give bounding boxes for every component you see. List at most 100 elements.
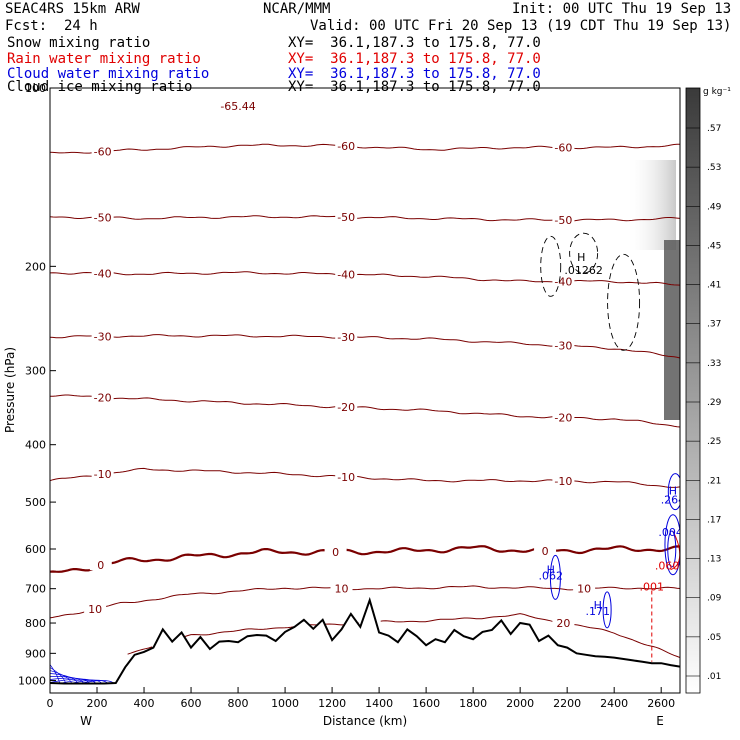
temperature-contour-label: -20 xyxy=(554,411,572,424)
x-tick-label: 400 xyxy=(134,697,155,710)
cloud-water-contour xyxy=(667,530,677,568)
extra-contour-label: .01262 xyxy=(564,264,603,277)
field-xy-cloud-water: XY= 36.1,187.3 to 175.8, 77.0 xyxy=(288,66,541,82)
cloud-water-contour xyxy=(50,678,96,684)
colorbar-tick-label: .13 xyxy=(707,555,721,565)
rain-label: .001 xyxy=(640,581,665,594)
cloud-water-label: .264 xyxy=(661,494,686,507)
field-name-snow: Snow mixing ratio xyxy=(7,35,151,51)
temperature-contour xyxy=(50,215,680,222)
shading-layer xyxy=(626,160,680,420)
y-tick-label: 900 xyxy=(25,647,46,660)
contour-label-bg xyxy=(335,268,358,280)
colorbar-tick-label: .41 xyxy=(707,281,721,291)
contour-label-bg xyxy=(335,331,358,343)
x-tick-label: 1800 xyxy=(459,697,487,710)
colorbar-tick-label: .57 xyxy=(707,124,721,134)
field-xy-snow: XY= 36.1,187.3 to 175.8, 77.0 xyxy=(288,35,541,51)
x-tick-label: 1600 xyxy=(412,697,440,710)
temperature-contour-label: 0 xyxy=(332,546,339,559)
x-tick-label: 1000 xyxy=(271,697,299,710)
colorbar-tick-label: .29 xyxy=(707,398,722,408)
valid-time: Valid: 00 UTC Fri 20 Sep 13 (19 CDT Thu … xyxy=(310,18,732,34)
contour-label-bg xyxy=(89,559,112,571)
cloud-water-label: H xyxy=(669,484,677,497)
contour-label-bg xyxy=(330,582,353,594)
cloud-water-label: H xyxy=(547,564,555,577)
colorbar-tick-label: .25 xyxy=(707,437,721,447)
y-tick-label: 200 xyxy=(25,260,46,273)
cloud-water-contour xyxy=(549,554,561,600)
terrain-line xyxy=(50,596,680,685)
x-tick-label: 1200 xyxy=(318,697,346,710)
temperature-contour xyxy=(50,545,680,573)
field-xy-cloud-ice: XY= 36.1,187.3 to 175.8, 77.0 xyxy=(288,79,541,95)
x-tick-label: 200 xyxy=(87,697,108,710)
cloud-water-contour xyxy=(50,667,66,684)
x-tick-label: 2200 xyxy=(553,697,581,710)
x-axis: 0 200 400 600 800 1000 1200 1400 1600 1800 2000 220… xyxy=(47,687,675,710)
cloud-water-label: .171 xyxy=(585,605,610,618)
temperature-contour-label: 0 xyxy=(97,559,104,572)
y-tick-label: 600 xyxy=(25,543,46,556)
temperature-contour-label: 10 xyxy=(88,603,102,616)
y-axis-label: Pressure (hPa) xyxy=(3,347,17,433)
temperature-contour-label: -50 xyxy=(554,214,572,227)
fcst-value: 24 h xyxy=(64,18,98,34)
colorbar-tick-label: .49 xyxy=(707,202,722,212)
temperature-contour-label: -40 xyxy=(94,267,112,280)
contour-label-bg xyxy=(552,475,575,487)
colorbar-unit: g kg⁻¹ xyxy=(703,87,731,97)
temperature-contour-label: -50 xyxy=(94,212,112,225)
temperature-contour xyxy=(50,334,680,359)
west-label: W xyxy=(80,714,92,728)
contour-label-bg xyxy=(335,401,358,413)
contour-label-bg xyxy=(335,470,358,482)
temperature-contour xyxy=(50,271,680,286)
colorbar-tick-label: .21 xyxy=(707,476,721,486)
contour-label-bg xyxy=(552,411,575,423)
org-label: NCAR/MMM xyxy=(263,1,331,17)
contour-label-bg xyxy=(552,616,575,628)
field-name-cloud-water: Cloud water mixing ratio xyxy=(7,66,210,82)
cloud-water-label: H xyxy=(594,599,602,612)
y-tick-label: 500 xyxy=(25,496,46,509)
cloud-water-contour xyxy=(50,675,84,684)
feature-layer: -65.44H.01262H.264.004H.062H.171.0605.00… xyxy=(50,100,687,693)
cloud-water-contour xyxy=(667,473,680,511)
contour-label-bg xyxy=(552,213,575,225)
temperature-contour-label: -30 xyxy=(94,330,112,343)
colorbar-tick-label: .17 xyxy=(707,515,721,525)
cloud-water-label: .004 xyxy=(658,526,683,539)
temperature-contour-label: -60 xyxy=(554,141,572,154)
y-tick-label: 300 xyxy=(25,365,46,378)
temperature-contour-label: 10 xyxy=(577,582,591,595)
plot-frame xyxy=(49,87,681,694)
y-tick-label: 400 xyxy=(25,439,46,452)
colorbar xyxy=(685,87,701,694)
colorbar-tick-label: .33 xyxy=(707,359,721,369)
temperature-contour-label: -60 xyxy=(94,145,112,158)
y-tick-label: 1000 xyxy=(18,674,46,687)
snow-shading-lower xyxy=(664,240,680,420)
field-xy-rain: XY= 36.1,187.3 to 175.8, 77.0 xyxy=(288,51,541,67)
temperature-contour-label: -20 xyxy=(337,401,355,414)
snow-shading-upper xyxy=(626,160,676,250)
temperature-contour xyxy=(50,143,680,154)
y-tick-label: 100 xyxy=(25,82,46,95)
temperature-contour-label: -50 xyxy=(337,211,355,224)
temperature-contour xyxy=(50,467,680,488)
model-title: SEAC4RS 15km ARW xyxy=(5,1,140,17)
contour-label-bg xyxy=(91,391,114,403)
y-tick-label: 700 xyxy=(25,583,46,596)
x-tick-label: 2400 xyxy=(600,697,628,710)
cloud-water-label: .062 xyxy=(538,569,563,582)
rain-label: .0605 xyxy=(655,560,687,573)
colorbar-ticks: .01 .05 .09 .13 .17 .21 .25 .29 .33 .37 .41 .45 .49.… xyxy=(686,124,722,682)
contour-label-bg xyxy=(91,145,114,157)
temperature-contour-label: -30 xyxy=(554,340,572,353)
extra-contour-label: -65.44 xyxy=(220,100,255,113)
colorbar-tick-label: .53 xyxy=(707,163,721,173)
cloud-water-contour xyxy=(50,670,72,684)
